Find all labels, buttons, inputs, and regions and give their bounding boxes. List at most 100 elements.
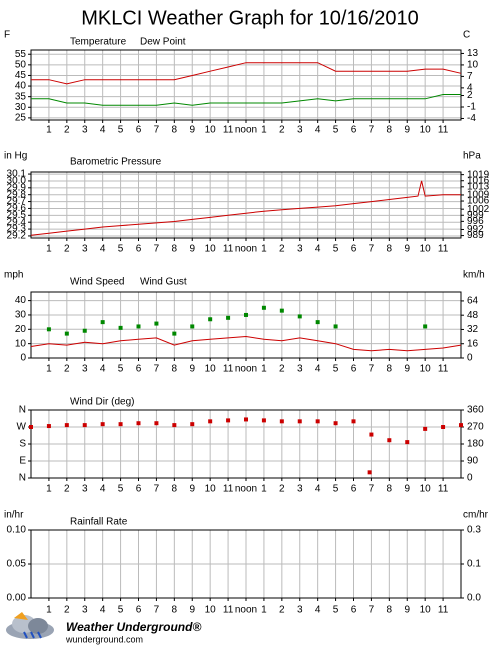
x-tick-label: 11 — [223, 125, 234, 136]
x-tick-label: 4 — [315, 605, 321, 616]
x-tick-label: 1 — [261, 364, 267, 375]
marker — [172, 331, 177, 336]
y2-tick-label: 270 — [467, 422, 484, 433]
x-tick-label: 9 — [404, 484, 410, 495]
x-tick-label: 1 — [46, 364, 52, 375]
marker — [118, 422, 123, 427]
y2-tick-label: 0.3 — [467, 525, 481, 536]
x-tick-label: 7 — [154, 244, 160, 255]
x-tick-label: 2 — [279, 364, 285, 375]
y-tick-label: 29.9 — [7, 182, 27, 193]
marker — [405, 440, 410, 445]
x-tick-label: 9 — [404, 605, 410, 616]
marker — [459, 423, 463, 428]
y-tick-label: 29.4 — [7, 217, 27, 228]
x-tick-label: 1 — [261, 244, 267, 255]
y-tick-label: 29.2 — [7, 231, 27, 242]
x-tick-label: 3 — [297, 125, 303, 136]
series-line — [30, 180, 461, 236]
x-tick-label: 9 — [404, 364, 410, 375]
x-tick-label: 6 — [351, 364, 357, 375]
x-tick-label: 1 — [46, 125, 52, 136]
x-tick-label: 4 — [100, 244, 106, 255]
x-tick-label: 7 — [154, 125, 160, 136]
marker — [82, 328, 87, 333]
x-tick-label: 10 — [205, 364, 217, 375]
x-tick-label: 10 — [420, 484, 432, 495]
x-tick-label: 8 — [387, 244, 393, 255]
x-tick-label: 11 — [223, 484, 234, 495]
x-tick-label: 5 — [118, 244, 124, 255]
x-tick-label: 1 — [46, 244, 52, 255]
x-tick-label: 6 — [136, 484, 142, 495]
x-tick-label: 9 — [189, 244, 195, 255]
y-tick-label: 0.00 — [7, 593, 27, 604]
x-tick-label: 11 — [438, 605, 449, 616]
y2-tick-label: 0 — [467, 353, 473, 364]
marker — [136, 421, 141, 426]
legend-label: Wind Speed — [70, 277, 124, 288]
x-tick-label: noon — [235, 484, 257, 495]
y-tick-label: 55 — [15, 49, 27, 60]
marker — [29, 425, 33, 429]
y-unit: in Hg — [4, 151, 27, 162]
plot-border — [30, 291, 462, 359]
marker — [333, 421, 338, 426]
plot-border — [30, 529, 462, 599]
x-tick-label: 10 — [205, 125, 217, 136]
y-tick-label: 29.6 — [7, 203, 27, 214]
x-tick-label: 9 — [189, 364, 195, 375]
y2-tick-label: 1009 — [467, 190, 490, 201]
x-tick-label: 7 — [154, 484, 160, 495]
y-tick-label: 0.10 — [7, 525, 27, 536]
y-tick-label: 10 — [15, 338, 27, 349]
y2-tick-label: 989 — [467, 230, 484, 241]
marker — [46, 327, 51, 332]
x-tick-label: 11 — [438, 364, 449, 375]
x-tick-label: noon — [235, 244, 257, 255]
marker — [244, 312, 248, 317]
x-tick-label: 1 — [261, 605, 267, 616]
x-tick-label: 7 — [369, 605, 375, 616]
marker — [244, 417, 248, 422]
x-tick-label: 3 — [82, 605, 88, 616]
x-tick-label: 2 — [64, 364, 70, 375]
x-tick-label: 2 — [279, 484, 285, 495]
x-tick-label: 3 — [297, 364, 303, 375]
x-tick-label: 8 — [387, 364, 393, 375]
y-tick-label: W — [17, 422, 27, 433]
marker — [279, 308, 284, 313]
y-tick-label: N — [19, 405, 26, 416]
x-tick-label: 4 — [100, 484, 106, 495]
x-tick-label: 3 — [82, 484, 88, 495]
x-tick-label: 9 — [189, 484, 195, 495]
y2-tick-label: 992 — [467, 224, 484, 235]
marker — [190, 324, 195, 329]
x-tick-label: 6 — [351, 125, 357, 136]
y2-tick-label: 16 — [467, 338, 479, 349]
x-tick-label: 8 — [387, 605, 393, 616]
marker — [423, 426, 428, 431]
x-tick-label: 6 — [136, 605, 142, 616]
marker — [100, 422, 105, 427]
y2-tick-label: 0.1 — [467, 559, 481, 570]
x-tick-label: 8 — [172, 244, 178, 255]
x-tick-label: 10 — [420, 125, 432, 136]
marker — [154, 421, 159, 426]
y2-tick-label: 32 — [467, 324, 479, 335]
marker — [351, 419, 356, 424]
x-tick-label: 4 — [100, 364, 106, 375]
y-tick-label: 40 — [15, 295, 27, 306]
y2-unit: hPa — [463, 151, 481, 162]
y-tick-label: 30 — [15, 102, 27, 113]
y2-tick-label: 4 — [467, 83, 473, 94]
y-tick-label: 20 — [15, 324, 27, 335]
x-tick-label: 4 — [315, 125, 321, 136]
marker — [46, 424, 51, 429]
x-tick-label: 10 — [420, 364, 432, 375]
x-tick-label: 4 — [100, 605, 106, 616]
x-tick-label: 8 — [172, 484, 178, 495]
y2-tick-label: 2 — [467, 90, 473, 101]
x-tick-label: noon — [235, 605, 257, 616]
marker — [441, 425, 446, 429]
